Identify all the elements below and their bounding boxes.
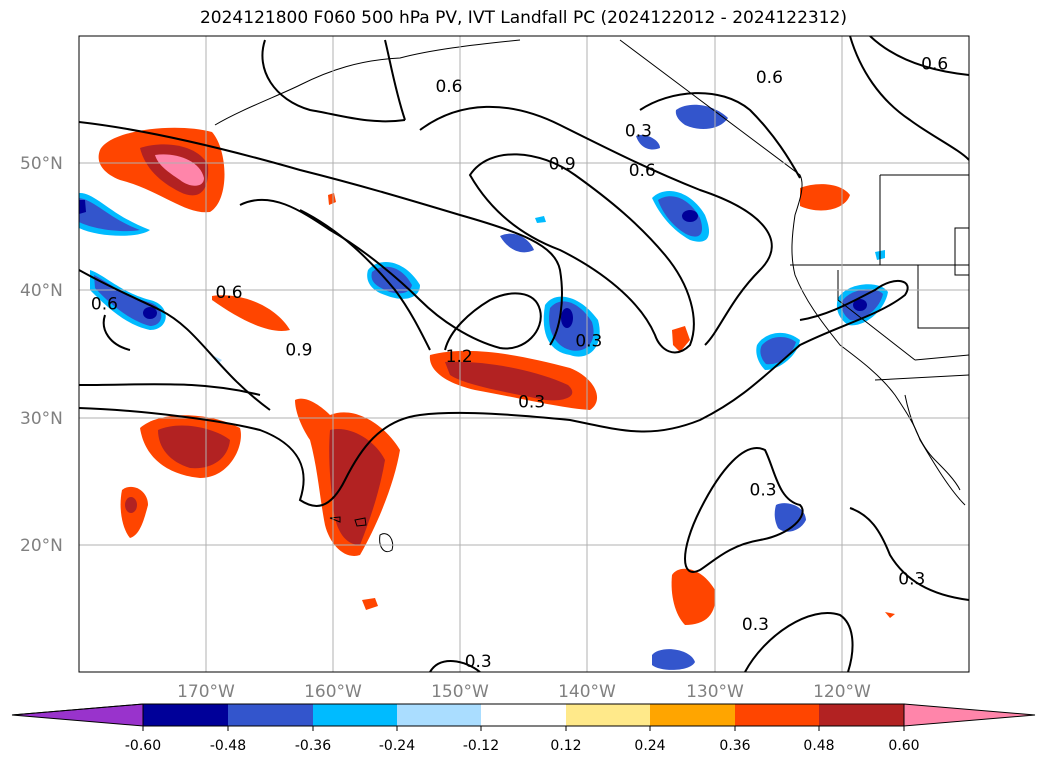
- colorbar-segment: [566, 704, 650, 726]
- contour-label: 0.9: [549, 155, 576, 175]
- contour-label: 0.3: [575, 332, 602, 352]
- map-frame: [78, 35, 970, 673]
- contour-label: 0.6: [629, 161, 656, 181]
- lon-tick-labels: 170°W 160°W 150°W 140°W 130°W 120°W: [177, 682, 871, 702]
- colorbar-segment: [143, 704, 228, 726]
- coastline-layer: [214, 39, 969, 553]
- colorbar-tick-label: 0.60: [888, 738, 919, 754]
- colorbar: -0.60 -0.48 -0.36 -0.24 -0.12 0.12 0.24 …: [11, 703, 1036, 754]
- colorbar-tick-label: -0.12: [463, 738, 499, 754]
- lat-tick-label: 50°N: [20, 154, 63, 174]
- lon-tick-label: 140°W: [558, 682, 616, 702]
- colorbar-segment: [313, 704, 397, 726]
- contour-label: 0.6: [756, 68, 783, 88]
- colorbar-ticks: [142, 726, 905, 731]
- colorbar-extend-min: [11, 703, 144, 727]
- lat-tick-labels: 50°N 40°N 30°N 20°N: [20, 154, 63, 556]
- colorbar-segment: [735, 704, 819, 726]
- gridlines: [79, 36, 969, 672]
- colorbar-tick-label: 0.36: [719, 738, 750, 754]
- pv-contours: [79, 36, 969, 672]
- lon-tick-label: 150°W: [431, 682, 489, 702]
- lon-tick-label: 120°W: [813, 682, 871, 702]
- colorbar-segment: [819, 704, 904, 726]
- pc-shading-layer: [79, 104, 895, 670]
- contour-label: 0.6: [921, 54, 948, 74]
- lon-tick-label: 130°W: [686, 682, 744, 702]
- colorbar-tick-label: -0.60: [125, 738, 161, 754]
- lat-tick-label: 30°N: [20, 409, 63, 429]
- colorbar-extend-max: [903, 703, 1036, 727]
- colorbar-segment: [650, 704, 735, 726]
- contour-label: 0.6: [91, 295, 118, 315]
- colorbar-segment: [481, 704, 566, 726]
- contour-label: 0.3: [465, 652, 492, 672]
- lat-tick-label: 20°N: [20, 536, 63, 556]
- map-panel: 0.6 0.6 0.6 0.9 1.2 0.3 0.9 0.3 0.3 0.6 0.6 0.6 0.3 0…: [79, 36, 969, 672]
- contour-labels: 0.6 0.6 0.6 0.9 1.2 0.3 0.9 0.3 0.3 0.6 0.6 0.6 0.3 0…: [91, 54, 948, 672]
- contour-label: 0.3: [742, 615, 769, 635]
- contour-label: 0.9: [285, 340, 312, 360]
- contour-label: 0.3: [898, 569, 925, 589]
- colorbar-segment: [397, 704, 481, 726]
- lat-tick-label: 40°N: [20, 281, 63, 301]
- contour-label: 1.2: [446, 347, 473, 367]
- colorbar-segment: [228, 704, 313, 726]
- colorbar-tick-label: 0.12: [550, 738, 581, 754]
- map-title: 2024121800 F060 500 hPa PV, IVT Landfall…: [199, 8, 847, 28]
- lon-tick-label: 170°W: [177, 682, 235, 702]
- colorbar-tick-label: -0.36: [295, 738, 331, 754]
- contour-label: 0.3: [625, 122, 652, 142]
- colorbar-tick-label: -0.48: [210, 738, 246, 754]
- colorbar-tick-labels: -0.60 -0.48 -0.36 -0.24 -0.12 0.12 0.24 …: [125, 738, 920, 754]
- contour-label: 0.6: [216, 283, 243, 303]
- contour-label: 0.6: [435, 77, 462, 97]
- contour-label: 0.3: [750, 480, 777, 500]
- contour-label: 0.3: [518, 393, 545, 413]
- colorbar-tick-label: 0.24: [634, 738, 665, 754]
- colorbar-tick-label: -0.24: [379, 738, 415, 754]
- colorbar-tick-label: 0.48: [803, 738, 834, 754]
- lon-tick-label: 160°W: [304, 682, 362, 702]
